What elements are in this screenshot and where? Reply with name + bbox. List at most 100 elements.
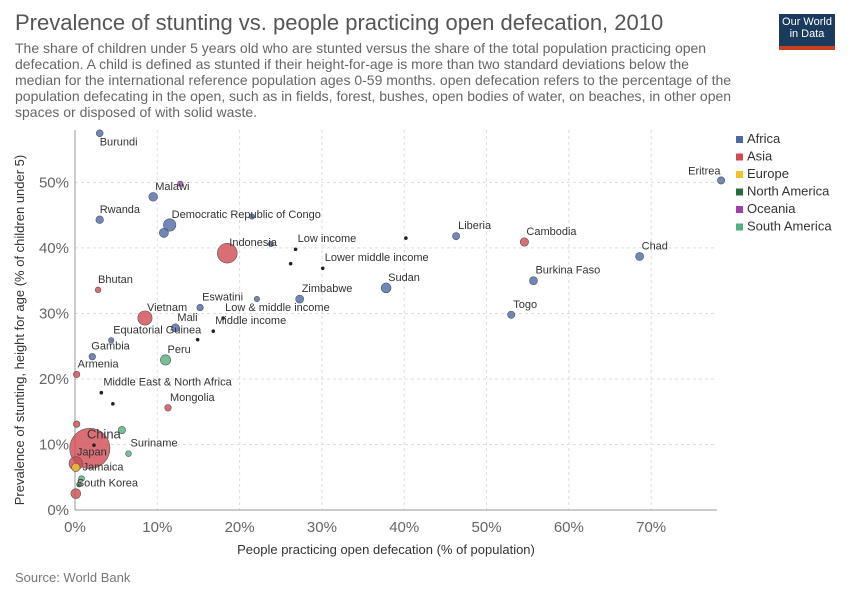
- legend-label[interactable]: North America: [747, 184, 830, 199]
- data-point[interactable]: [519, 237, 529, 247]
- data-point[interactable]: [217, 242, 238, 264]
- legend-swatch: [736, 136, 743, 143]
- y-tick-label: 10%: [39, 436, 69, 453]
- country-label: Mali: [177, 312, 197, 324]
- x-tick-label: 30%: [307, 519, 337, 536]
- data-point[interactable]: [92, 443, 96, 447]
- data-point[interactable]: [635, 252, 644, 261]
- chart-subtitle: The share of children under 5 years old …: [15, 40, 732, 120]
- y-tick-label: 30%: [39, 305, 69, 322]
- country-label: Democratic Republic of Congo: [172, 209, 321, 221]
- y-tick-label: 20%: [39, 371, 69, 388]
- country-label: Gambia: [91, 341, 130, 353]
- data-point[interactable]: [99, 390, 104, 395]
- country-label: South Korea: [77, 478, 139, 490]
- data-point[interactable]: [160, 354, 171, 366]
- x-tick-label: 70%: [636, 519, 666, 536]
- chart-title: Prevalence of stunting vs. people practi…: [15, 10, 664, 35]
- data-point[interactable]: [163, 218, 177, 232]
- legend-swatch: [736, 171, 743, 178]
- aggregate-label: Low income: [298, 233, 357, 245]
- country-label: Mongolia: [170, 392, 216, 404]
- data-point[interactable]: [94, 286, 102, 294]
- legend-label[interactable]: Oceania: [747, 201, 796, 216]
- data-point[interactable]: [164, 404, 172, 412]
- country-label: Japan: [77, 446, 107, 458]
- data-point[interactable]: [125, 450, 132, 457]
- x-tick-label: 40%: [389, 519, 419, 536]
- country-label: Togo: [513, 299, 537, 311]
- data-point[interactable]: [293, 247, 298, 252]
- country-label: Sudan: [388, 272, 420, 284]
- y-axis-label: Prevalence of stunting, height for age (…: [12, 155, 27, 506]
- country-label: Indonesia: [229, 237, 278, 249]
- data-point[interactable]: [248, 213, 255, 220]
- data-point[interactable]: [196, 303, 204, 312]
- data-point[interactable]: [211, 329, 216, 333]
- country-label: Liberia: [458, 220, 492, 232]
- data-point[interactable]: [95, 215, 104, 224]
- data-point[interactable]: [76, 481, 82, 488]
- data-point[interactable]: [78, 475, 85, 482]
- data-point[interactable]: [73, 420, 81, 428]
- x-tick-label: 50%: [472, 519, 502, 536]
- data-point[interactable]: [320, 266, 325, 271]
- data-point[interactable]: [70, 488, 82, 499]
- data-point[interactable]: [159, 228, 169, 238]
- country-label: Bhutan: [98, 274, 133, 286]
- data-point[interactable]: [507, 310, 516, 319]
- x-tick-label: 20%: [225, 519, 255, 536]
- country-label: Malawi: [155, 181, 189, 193]
- data-point[interactable]: [717, 176, 726, 185]
- data-point[interactable]: [404, 236, 408, 240]
- legend-label[interactable]: Europe: [747, 166, 789, 181]
- legend-label[interactable]: Africa: [747, 131, 781, 146]
- aggregate-label: Middle income: [215, 315, 286, 327]
- data-point[interactable]: [195, 337, 200, 342]
- data-point[interactable]: [452, 232, 461, 241]
- legend-swatch: [736, 153, 743, 161]
- data-point[interactable]: [71, 462, 81, 472]
- data-point[interactable]: [529, 276, 538, 285]
- data-point[interactable]: [380, 282, 392, 294]
- country-label: China: [87, 426, 122, 441]
- data-point[interactable]: [111, 402, 115, 406]
- data-point[interactable]: [171, 323, 180, 333]
- legend-label[interactable]: Asia: [747, 149, 773, 164]
- data-point[interactable]: [73, 370, 81, 378]
- country-label: Vietnam: [147, 302, 187, 314]
- country-label: Peru: [168, 344, 191, 356]
- x-tick-label: 0%: [64, 519, 86, 536]
- country-label: Jamaica: [83, 462, 125, 474]
- data-point[interactable]: [267, 240, 274, 248]
- owid-logo[interactable]: Our World in Data: [779, 14, 835, 50]
- country-label: Suriname: [131, 438, 178, 450]
- country-label: Eswatini: [202, 292, 243, 304]
- data-point[interactable]: [137, 310, 153, 326]
- legend-swatch: [736, 223, 743, 231]
- country-label: Burkina Faso: [535, 265, 600, 277]
- data-point[interactable]: [177, 180, 184, 187]
- data-point[interactable]: [221, 316, 225, 320]
- logo-line-1: Our World: [782, 16, 832, 28]
- aggregate-label: Lower middle income: [325, 252, 429, 264]
- data-point[interactable]: [95, 129, 104, 138]
- country-label: Eritrea: [688, 165, 721, 177]
- data-point[interactable]: [288, 261, 293, 266]
- data-point[interactable]: [117, 426, 126, 435]
- logo-line-2: in Data: [789, 28, 825, 40]
- aggregate-label: Middle East & North Africa: [103, 377, 232, 389]
- source-note: Source: World Bank: [15, 570, 131, 585]
- data-point[interactable]: [253, 296, 260, 303]
- data-point[interactable]: [148, 192, 158, 202]
- legend-swatch: [736, 206, 743, 213]
- data-point[interactable]: [108, 337, 115, 344]
- data-point[interactable]: [295, 294, 305, 304]
- country-label: Burundi: [100, 136, 138, 148]
- aggregate-label: Low & middle income: [225, 302, 330, 314]
- y-tick-label: 0%: [47, 502, 69, 519]
- legend-label[interactable]: South America: [747, 219, 832, 234]
- country-label: Cambodia: [526, 226, 577, 238]
- data-point[interactable]: [88, 353, 96, 361]
